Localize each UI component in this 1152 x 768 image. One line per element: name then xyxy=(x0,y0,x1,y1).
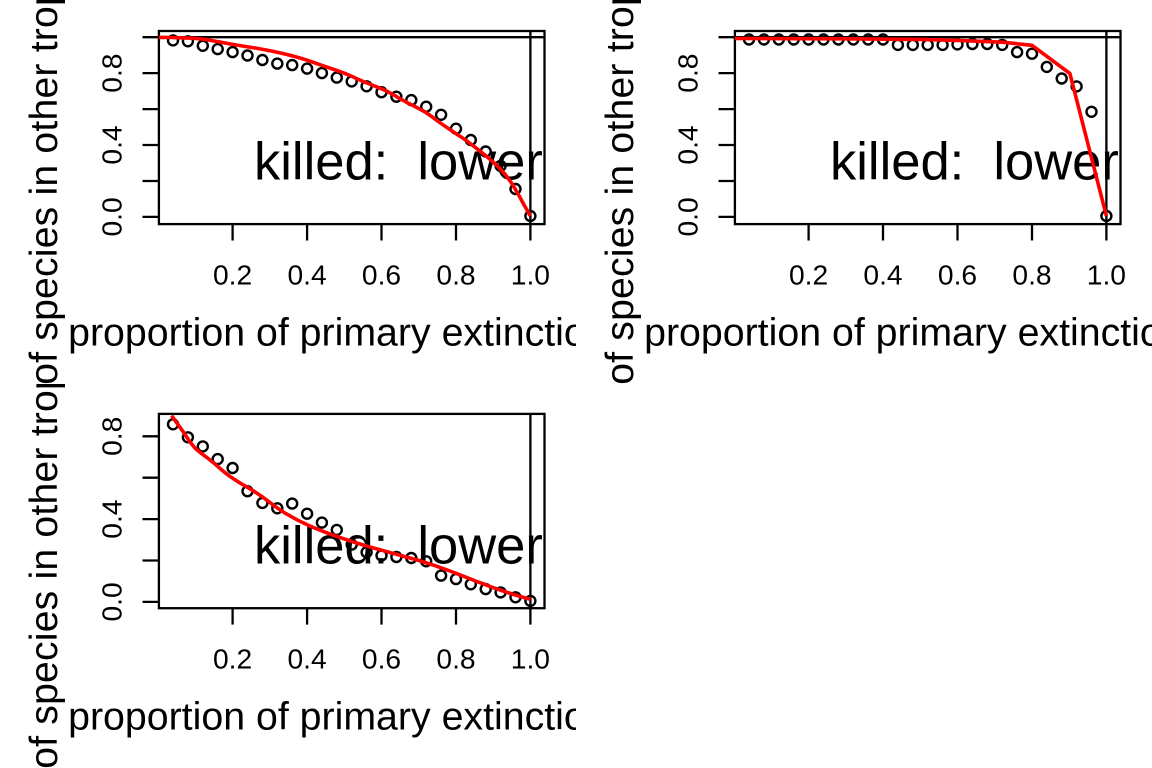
svg-text:of species in other trop: of species in other trop xyxy=(23,0,66,385)
svg-text:1.0: 1.0 xyxy=(511,258,550,290)
svg-text:0.4: 0.4 xyxy=(288,643,327,675)
svg-text:killed:: killed: xyxy=(830,133,964,192)
svg-text:0.4: 0.4 xyxy=(863,258,902,290)
svg-text:0.8: 0.8 xyxy=(1012,258,1051,290)
svg-text:0.8: 0.8 xyxy=(95,417,127,456)
svg-text:0.0: 0.0 xyxy=(95,197,127,236)
svg-text:0.0: 0.0 xyxy=(671,197,703,236)
svg-text:killed:: killed: xyxy=(254,133,388,192)
svg-text:0.0: 0.0 xyxy=(95,582,127,621)
svg-text:0.8: 0.8 xyxy=(436,643,475,675)
svg-text:1.0: 1.0 xyxy=(511,643,550,675)
svg-text:proportion of primary extincti: proportion of primary extinctions xyxy=(68,310,627,354)
svg-text:0.8: 0.8 xyxy=(95,54,127,93)
svg-text:lower: lower xyxy=(993,133,1118,192)
svg-text:proportion of primary extincti: proportion of primary extinctions xyxy=(644,310,1152,354)
svg-text:0.6: 0.6 xyxy=(938,258,977,290)
svg-text:0.4: 0.4 xyxy=(95,500,127,539)
svg-text:0.6: 0.6 xyxy=(362,643,401,675)
svg-text:0.4: 0.4 xyxy=(95,125,127,164)
svg-text:1.0: 1.0 xyxy=(1087,258,1126,290)
svg-text:of species in other trop: of species in other trop xyxy=(23,368,66,768)
svg-text:0.8: 0.8 xyxy=(436,258,475,290)
svg-text:0.2: 0.2 xyxy=(213,643,252,675)
svg-text:of species in other trop: of species in other trop xyxy=(599,0,642,385)
svg-text:0.2: 0.2 xyxy=(789,258,828,290)
svg-text:0.8: 0.8 xyxy=(671,54,703,93)
svg-text:0.2: 0.2 xyxy=(213,258,252,290)
svg-text:0.4: 0.4 xyxy=(671,125,703,164)
svg-text:0.4: 0.4 xyxy=(288,258,327,290)
svg-text:lower: lower xyxy=(417,133,542,192)
svg-text:proportion of primary extincti: proportion of primary extinctions xyxy=(68,694,627,738)
svg-text:0.6: 0.6 xyxy=(362,258,401,290)
